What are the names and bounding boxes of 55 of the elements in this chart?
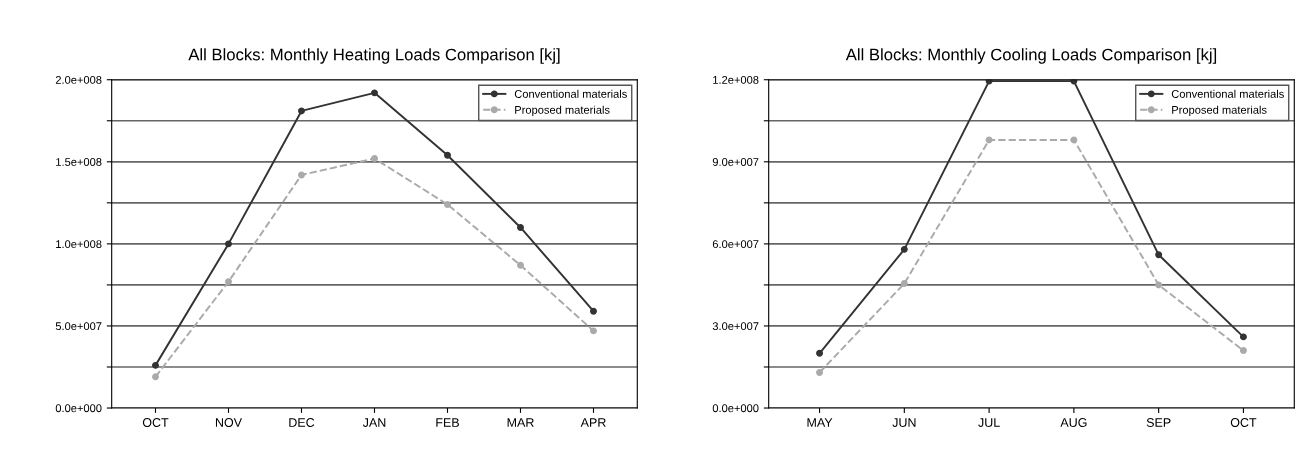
point [900,245,908,253]
point [225,278,232,286]
point [444,151,451,159]
x-tick-label: SEP [1146,418,1171,427]
legend-label: Conventional materials [1171,89,1284,98]
chart-title: All Blocks: Monthly Heating Loads Comparison [kj] [188,48,560,64]
x-tick-label: MAR [507,418,534,427]
y-tick-label: 3.0e+007 [712,322,759,331]
point [1155,281,1163,289]
x-tick-label: OCT [142,418,169,427]
point [985,136,993,144]
x-tick-label: APR [580,418,606,427]
point [816,349,824,357]
legend-label: Proposed materials [515,105,610,116]
point [371,155,378,162]
x-tick-label: DEC [289,418,315,427]
point [517,261,524,269]
point [590,327,597,335]
point [1155,251,1163,259]
y-tick-label: 0.0e+000 [712,404,759,413]
y-tick-label: 2.0e+008 [55,76,102,84]
x-tick-label: MAY [807,418,833,427]
x-tick-label: JAN [362,418,386,427]
point [517,223,524,231]
legend-label: Proposed materials [1172,105,1267,116]
point [152,361,159,369]
point [298,171,305,179]
x-tick-label: OCT [1230,418,1257,427]
point [152,373,159,381]
x-tick-label: JUN [892,418,916,427]
x-tick-label: JUL [978,418,1000,427]
legend-label: Conventional materials [514,89,627,98]
x-tick-label: AUG [1060,418,1087,427]
y-tick-label: 5.0e+007 [55,322,102,331]
point [1239,333,1247,341]
point [1239,347,1247,355]
point [590,307,597,315]
point [225,240,232,248]
chart-title: All Blocks: Monthly Cooling Loads Comparison [kj] [845,48,1217,64]
y-tick-label: 6.0e+007 [712,240,759,249]
x-tick-label: FEB [436,418,459,427]
point [298,107,305,115]
point [1070,136,1078,144]
y-tick-label: 1.2e+008 [713,76,759,84]
point [900,280,908,288]
x-tick-label: NOV [215,418,242,427]
point [371,89,378,97]
point [444,201,451,208]
point [816,368,824,376]
point [1070,79,1078,85]
y-tick-label: 1.5e+008 [56,158,102,166]
y-tick-label: 0.0e+000 [55,404,102,413]
y-tick-label: 9.0e+007 [712,158,759,166]
y-tick-label: 1.0e+008 [56,240,102,249]
point [985,79,993,85]
